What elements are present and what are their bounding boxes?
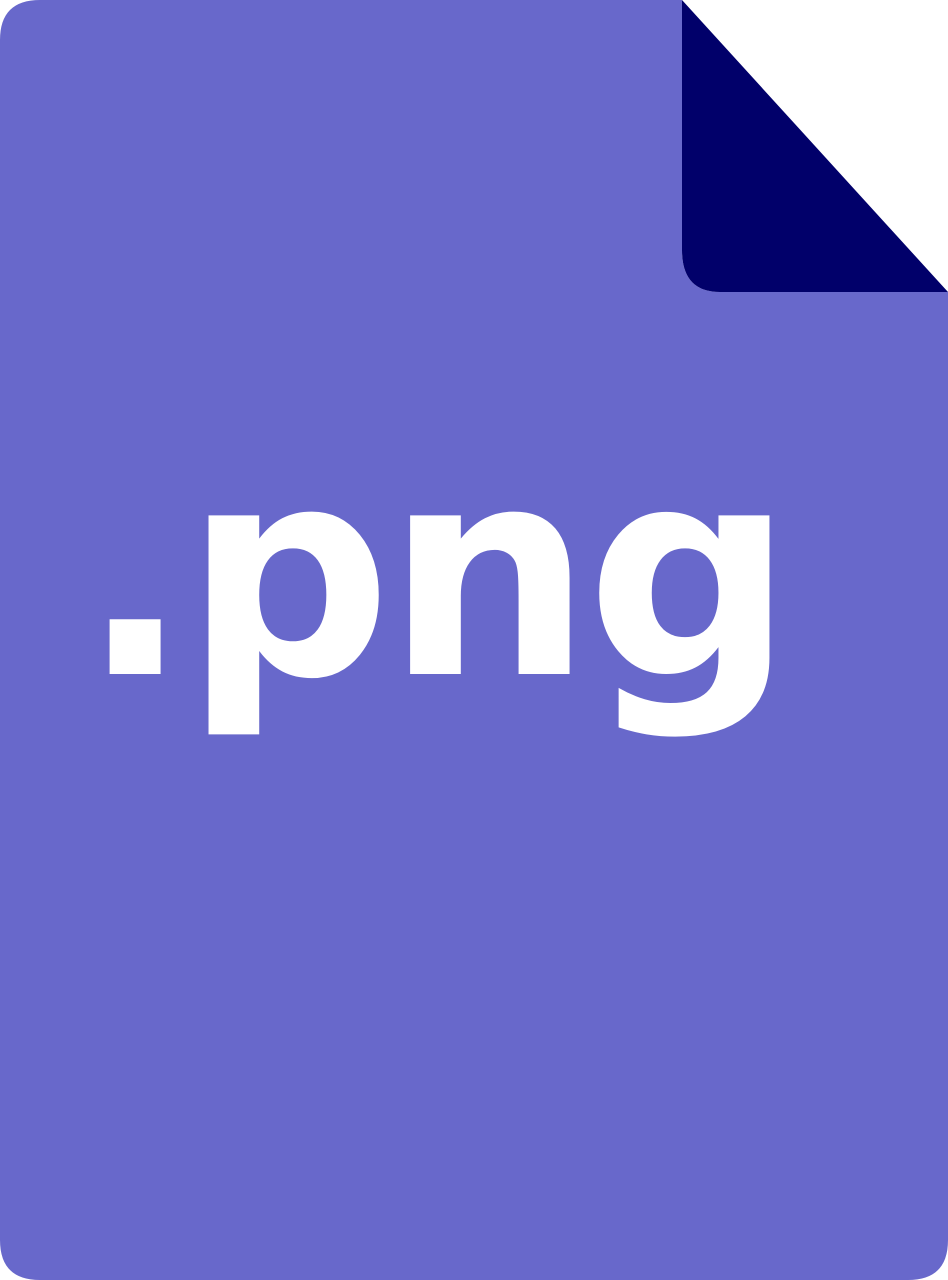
file-extension-label: .png: [80, 406, 794, 743]
folded-corner-icon: [682, 0, 948, 292]
